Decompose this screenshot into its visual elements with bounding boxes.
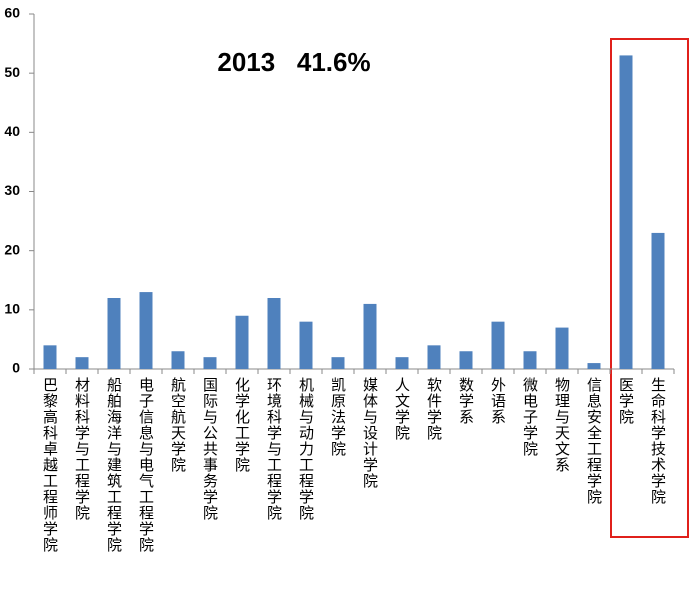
x-tick-label: 国际与公共事务学院 <box>201 377 219 521</box>
x-tick-label: 环境科学与工程学院 <box>265 377 283 521</box>
bar <box>459 351 473 369</box>
x-tick-label: 航空航天学院 <box>169 377 187 473</box>
x-tick-label: 信息安全工程学院 <box>585 377 603 505</box>
y-tick-label: 20 <box>4 241 20 257</box>
bar <box>619 55 633 370</box>
y-tick-label: 60 <box>4 5 20 21</box>
y-tick-label: 0 <box>12 360 20 376</box>
y-tick-label: 10 <box>4 301 20 317</box>
bar <box>491 321 505 369</box>
bar <box>427 345 441 369</box>
x-tick-label: 机械与动力工程学院 <box>297 377 315 521</box>
bar <box>139 292 153 369</box>
x-tick-label: 电子信息与电气工程学院 <box>137 377 155 553</box>
bar <box>203 357 217 369</box>
x-tick-label: 船舶海洋与建筑工程学院 <box>105 377 123 553</box>
x-tick-label: 材料科学与工程学院 <box>73 377 91 521</box>
x-tick-label: 医学院 <box>617 377 635 425</box>
x-tick-label: 微电子学院 <box>521 377 539 457</box>
x-tick-label: 巴黎高科卓越工程师学院 <box>41 377 59 553</box>
bar <box>395 357 409 369</box>
bar <box>651 232 665 369</box>
x-tick-label: 外语系 <box>489 377 507 425</box>
bar <box>75 357 89 369</box>
bar <box>555 327 569 369</box>
highlight-box <box>610 38 689 538</box>
bar <box>171 351 185 369</box>
bar <box>299 321 313 369</box>
x-tick-label: 媒体与设计学院 <box>361 377 379 489</box>
x-tick-label: 软件学院 <box>425 377 443 441</box>
bar <box>587 363 601 369</box>
y-tick-label: 30 <box>4 182 20 198</box>
x-tick-label: 数学系 <box>457 377 475 425</box>
bar <box>235 315 249 369</box>
bar <box>43 345 57 369</box>
bar <box>267 298 281 369</box>
bar <box>107 298 121 369</box>
annotation: 2013 41.6% <box>217 47 370 77</box>
x-tick-label: 人文学院 <box>393 377 411 441</box>
x-tick-label: 凯原法学院 <box>329 377 347 457</box>
y-tick-label: 40 <box>4 123 20 139</box>
x-tick-label: 生命科学技术学院 <box>649 377 667 505</box>
y-tick-label: 50 <box>4 64 20 80</box>
x-tick-label: 化学化工学院 <box>233 377 251 473</box>
bar <box>523 351 537 369</box>
x-tick-label: 物理与天文系 <box>553 377 571 473</box>
bar <box>363 303 377 369</box>
bar <box>331 357 345 369</box>
